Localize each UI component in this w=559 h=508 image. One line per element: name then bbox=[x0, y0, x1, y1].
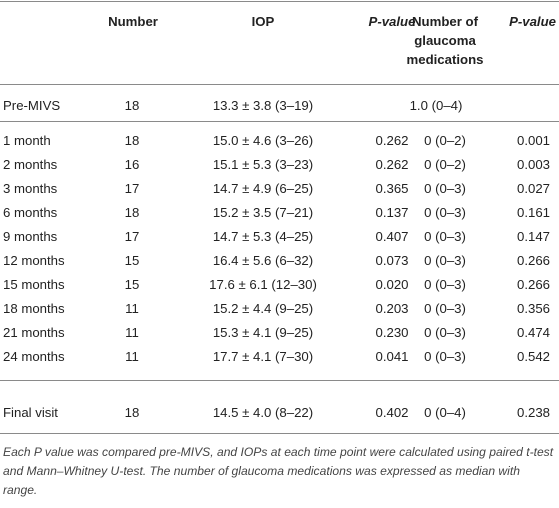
row-4-label: 9 months bbox=[3, 229, 58, 244]
row-7-number: 11 bbox=[125, 301, 139, 316]
row-6-medications: 0 (0–3) bbox=[424, 277, 466, 292]
row-8-iop: 15.3 ± 4.1 (9–25) bbox=[212, 325, 314, 340]
row-0-p-value-1: 0.262 bbox=[375, 133, 409, 148]
row-5-medications: 0 (0–3) bbox=[424, 253, 466, 268]
row-5-number: 15 bbox=[124, 253, 140, 268]
row-8-p-value-1: 0.230 bbox=[375, 325, 409, 340]
row-7-label: 18 months bbox=[3, 301, 65, 316]
row-9-medications: 0 (0–3) bbox=[424, 349, 466, 364]
row-8-p-value-2: 0.474 bbox=[516, 325, 550, 340]
row-6-label: 15 months bbox=[3, 277, 65, 292]
final-iop: 14.5 ± 4.0 (8–22) bbox=[212, 405, 314, 420]
row-5-label: 12 months bbox=[3, 253, 65, 268]
row-4-medications: 0 (0–3) bbox=[424, 229, 466, 244]
header-rule bbox=[0, 84, 559, 85]
row-1-iop: 15.1 ± 5.3 (3–23) bbox=[212, 157, 314, 172]
top-rule bbox=[0, 1, 559, 2]
pre-rule bbox=[0, 121, 559, 122]
row-9-p-value-1: 0.041 bbox=[375, 349, 409, 364]
row-9-iop: 17.7 ± 4.1 (7–30) bbox=[212, 349, 314, 364]
row-9-label: 24 months bbox=[3, 349, 65, 364]
row-1-label: 2 months bbox=[3, 157, 58, 172]
row-2-label: 3 months bbox=[3, 181, 58, 196]
bottom-rule bbox=[0, 433, 559, 434]
table-footnote: Each P value was compared pre-MIVS, and … bbox=[3, 445, 554, 497]
row-3-label: 6 months bbox=[3, 205, 58, 220]
row-7-iop: 15.2 ± 4.4 (9–25) bbox=[212, 301, 314, 316]
row-1-medications: 0 (0–2) bbox=[424, 157, 466, 172]
final-rule bbox=[0, 380, 559, 381]
row-0-iop: 15.0 ± 4.6 (3–26) bbox=[212, 133, 314, 148]
pre-medications: 1.0 (0–4) bbox=[409, 98, 463, 113]
row-9-p-value-2: 0.542 bbox=[516, 349, 550, 364]
row-5-p-value-1: 0.073 bbox=[375, 253, 409, 268]
row-2-iop: 14.7 ± 4.9 (6–25) bbox=[212, 181, 314, 196]
row-0-label: 1 month bbox=[3, 133, 51, 148]
row-3-medications: 0 (0–3) bbox=[424, 205, 466, 220]
row-6-p-value-1: 0.020 bbox=[375, 277, 409, 292]
header-number: Number bbox=[108, 14, 158, 29]
row-4-number: 17 bbox=[124, 229, 140, 244]
header-medications-line3: medications bbox=[406, 52, 484, 67]
row-1-number: 16 bbox=[124, 157, 140, 172]
row-3-number: 18 bbox=[124, 205, 140, 220]
final-p-value-2: 0.238 bbox=[516, 405, 550, 420]
final-number: 18 bbox=[124, 405, 140, 420]
row-0-number: 18 bbox=[124, 133, 140, 148]
final-p-value-1: 0.402 bbox=[375, 405, 409, 420]
header-iop: IOP bbox=[251, 14, 275, 29]
row-0-medications: 0 (0–2) bbox=[424, 133, 466, 148]
row-1-p-value-1: 0.262 bbox=[375, 157, 409, 172]
row-4-iop: 14.7 ± 5.3 (4–25) bbox=[212, 229, 314, 244]
final-label: Final visit bbox=[3, 405, 58, 420]
row-6-p-value-2: 0.266 bbox=[516, 277, 550, 292]
row-3-p-value-2: 0.161 bbox=[516, 205, 550, 220]
row-3-iop: 15.2 ± 3.5 (7–21) bbox=[212, 205, 314, 220]
row-8-number: 11 bbox=[125, 325, 139, 340]
row-3-p-value-1: 0.137 bbox=[375, 205, 409, 220]
row-6-number: 15 bbox=[124, 277, 140, 292]
row-9-number: 11 bbox=[125, 349, 139, 364]
row-7-p-value-2: 0.356 bbox=[516, 301, 550, 316]
row-2-medications: 0 (0–3) bbox=[424, 181, 466, 196]
row-4-p-value-1: 0.407 bbox=[375, 229, 409, 244]
row-6-iop: 17.6 ± 6.1 (12–30) bbox=[209, 277, 317, 292]
row-8-label: 21 months bbox=[3, 325, 65, 340]
pre-label: Pre-MIVS bbox=[3, 98, 61, 113]
header-medications-line2: glaucoma bbox=[414, 33, 476, 48]
row-2-p-value-1: 0.365 bbox=[375, 181, 409, 196]
header-p-value-1: P-value bbox=[368, 14, 416, 29]
row-4-p-value-2: 0.147 bbox=[516, 229, 550, 244]
row-5-iop: 16.4 ± 5.6 (6–32) bbox=[212, 253, 314, 268]
row-7-medications: 0 (0–3) bbox=[424, 301, 466, 316]
row-2-number: 17 bbox=[124, 181, 140, 196]
row-0-p-value-2: 0.001 bbox=[516, 133, 550, 148]
pre-iop: 13.3 ± 3.8 (3–19) bbox=[212, 98, 314, 113]
final-medications: 0 (0–4) bbox=[424, 405, 466, 420]
header-medications-line1: Number of bbox=[412, 14, 478, 29]
row-7-p-value-1: 0.203 bbox=[375, 301, 409, 316]
header-p-value-2: P-value bbox=[509, 14, 556, 29]
row-1-p-value-2: 0.003 bbox=[516, 157, 550, 172]
row-2-p-value-2: 0.027 bbox=[516, 181, 550, 196]
row-8-medications: 0 (0–3) bbox=[424, 325, 466, 340]
row-5-p-value-2: 0.266 bbox=[516, 253, 550, 268]
pre-number: 18 bbox=[124, 98, 140, 113]
